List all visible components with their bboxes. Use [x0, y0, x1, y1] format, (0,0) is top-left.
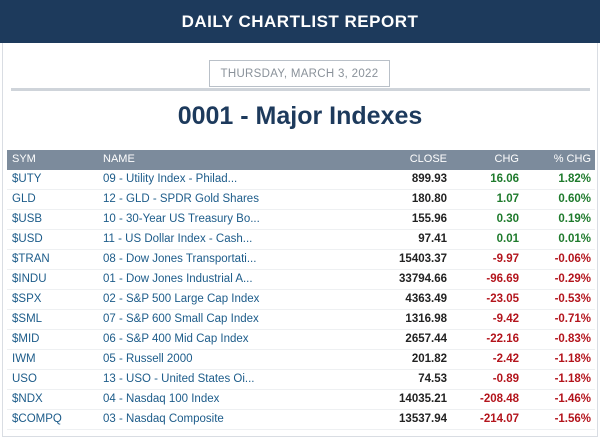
name-link[interactable]: 12 - GLD - SPDR Gold Shares — [103, 193, 259, 205]
close-value: 33794.66 — [399, 273, 447, 285]
table-header: SYM NAME CLOSE CHG % CHG — [7, 150, 595, 170]
percent-change-value: -0.71% — [554, 313, 591, 325]
name-link[interactable]: 01 - Dow Jones Industrial A... — [103, 273, 253, 285]
percent-change-value: -1.46% — [554, 393, 591, 405]
name-link[interactable]: 06 - S&P 400 Mid Cap Index — [103, 333, 249, 345]
list-title: 0001 - Major Indexes — [177, 102, 423, 130]
table-row[interactable]: USO 13 - USO - United States Oi... 74.53 -0… — [7, 370, 595, 390]
percent-change-value: -0.06% — [554, 253, 591, 265]
change-value: -214.07 — [479, 413, 519, 425]
table-row[interactable]: GLD 12 - GLD - SPDR Gold Shares 180.80 1.07… — [7, 190, 595, 210]
change-value: -2.42 — [492, 353, 519, 365]
table-row[interactable]: $COMPQ 03 - Nasdaq Composite 13537.94 -214.… — [7, 410, 595, 430]
close-value: 74.53 — [418, 373, 447, 385]
table-row[interactable]: $NDX 04 - Nasdaq 100 Index 14035.21 -208.48… — [7, 390, 595, 410]
table-row[interactable]: $USB 10 - 30-Year US Treasury Bo... 155.96… — [7, 210, 595, 230]
report-header: DAILY CHARTLIST REPORT — [0, 0, 600, 43]
close-value: 15403.37 — [399, 253, 447, 265]
change-value: 0.01 — [496, 233, 519, 245]
change-value: -96.69 — [486, 273, 519, 285]
percent-change-value: 0.19% — [558, 213, 591, 225]
index-table: SYM NAME CLOSE CHG % CHG $UTY 09 - Utilit… — [7, 150, 595, 430]
table-row[interactable]: $TRAN 08 - Dow Jones Transportati... 15403… — [7, 250, 595, 270]
report-header-title: DAILY CHARTLIST REPORT — [181, 11, 419, 31]
change-value: -9.97 — [492, 253, 519, 265]
close-value: 4363.49 — [405, 293, 447, 305]
symbol-link[interactable]: IWM — [12, 353, 36, 365]
change-value: -9.42 — [492, 313, 519, 325]
close-value: 899.93 — [411, 173, 447, 185]
table-row[interactable]: $UTY 09 - Utility Index - Philad... 899.93… — [7, 170, 595, 190]
close-value: 97.41 — [418, 233, 447, 245]
percent-change-value: 1.82% — [558, 173, 591, 185]
change-value: -23.05 — [486, 293, 519, 305]
column-header-pct-chg[interactable]: % CHG — [553, 153, 591, 165]
name-link[interactable]: 11 - US Dollar Index - Cash... — [103, 233, 253, 245]
symbol-link[interactable]: $TRAN — [12, 253, 50, 265]
column-header-sym[interactable]: SYM — [12, 153, 36, 165]
close-value: 1316.98 — [405, 313, 447, 325]
change-value: -0.89 — [492, 373, 519, 385]
percent-change-value: -1.18% — [554, 353, 591, 365]
report-frame — [2, 43, 598, 437]
close-value: 155.96 — [411, 213, 447, 225]
symbol-link[interactable]: GLD — [12, 193, 36, 205]
percent-change-value: -1.56% — [554, 413, 591, 425]
table-body: $UTY 09 - Utility Index - Philad... 899.93… — [7, 170, 595, 430]
change-value: 0.30 — [496, 213, 519, 225]
column-header-name[interactable]: NAME — [103, 153, 135, 165]
percent-change-value: -0.29% — [554, 273, 591, 285]
close-value: 14035.21 — [399, 393, 447, 405]
symbol-link[interactable]: $COMPQ — [12, 413, 62, 425]
symbol-link[interactable]: $INDU — [12, 273, 47, 285]
percent-change-value: -0.53% — [554, 293, 591, 305]
table-row[interactable]: $USD 11 - US Dollar Index - Cash... 97.41 0… — [7, 230, 595, 250]
change-value: -208.48 — [479, 393, 519, 405]
percent-change-value: 0.60% — [558, 193, 591, 205]
change-value: 16.06 — [490, 173, 519, 185]
change-value: 1.07 — [496, 193, 519, 205]
table-row[interactable]: $SML 07 - S&P 600 Small Cap Index 1316.98 -… — [7, 310, 595, 330]
percent-change-value: -1.18% — [554, 373, 591, 385]
report-date: THURSDAY, MARCH 3, 2022 — [209, 60, 390, 87]
symbol-link[interactable]: $SML — [12, 313, 43, 325]
close-value: 2657.44 — [405, 333, 447, 345]
symbol-link[interactable]: $MID — [12, 333, 40, 345]
close-value: 13537.94 — [399, 413, 447, 425]
table-row[interactable]: $INDU 01 - Dow Jones Industrial A... 33794… — [7, 270, 595, 290]
name-link[interactable]: 02 - S&P 500 Large Cap Index — [103, 293, 260, 305]
name-link[interactable]: 09 - Utility Index - Philad... — [103, 173, 238, 185]
symbol-link[interactable]: $USB — [12, 213, 43, 225]
symbol-link[interactable]: USO — [12, 373, 37, 385]
table-row[interactable]: IWM 05 - Russell 2000 201.82 -2.42 -1.18% — [7, 350, 595, 370]
column-header-close[interactable]: CLOSE — [409, 153, 447, 165]
close-value: 201.82 — [411, 353, 447, 365]
change-value: -22.16 — [486, 333, 519, 345]
symbol-link[interactable]: $UTY — [12, 173, 42, 185]
name-link[interactable]: 13 - USO - United States Oi... — [103, 373, 255, 385]
report-date-text: THURSDAY, MARCH 3, 2022 — [220, 67, 379, 80]
name-link[interactable]: 04 - Nasdaq 100 Index — [103, 393, 220, 405]
name-link[interactable]: 10 - 30-Year US Treasury Bo... — [103, 213, 260, 225]
symbol-link[interactable]: $SPX — [12, 293, 42, 305]
name-link[interactable]: 08 - Dow Jones Transportati... — [103, 253, 257, 265]
table-row[interactable]: $SPX 02 - S&P 500 Large Cap Index 4363.49 -… — [7, 290, 595, 310]
symbol-link[interactable]: $NDX — [12, 393, 43, 405]
column-header-chg[interactable]: CHG — [494, 153, 519, 165]
table-row[interactable]: $MID 06 - S&P 400 Mid Cap Index 2657.44 -22… — [7, 330, 595, 350]
close-value: 180.80 — [411, 193, 447, 205]
symbol-link[interactable]: $USD — [12, 233, 43, 245]
percent-change-value: 0.01% — [558, 233, 591, 245]
percent-change-value: -0.83% — [554, 333, 591, 345]
name-link[interactable]: 03 - Nasdaq Composite — [103, 413, 224, 425]
name-link[interactable]: 05 - Russell 2000 — [103, 353, 193, 365]
name-link[interactable]: 07 - S&P 600 Small Cap Index — [103, 313, 259, 325]
divider — [11, 88, 590, 91]
